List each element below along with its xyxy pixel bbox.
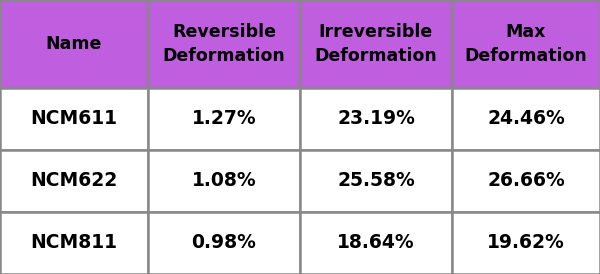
Text: Max
Deformation: Max Deformation (464, 23, 587, 65)
Text: 1.08%: 1.08% (191, 172, 256, 190)
Bar (148, 88, 300, 150)
Bar (300, 0, 452, 88)
Text: NCM811: NCM811 (31, 233, 118, 253)
Text: Reversible
Deformation: Reversible Deformation (163, 23, 286, 65)
Text: NCM622: NCM622 (31, 172, 118, 190)
Bar (452, 0, 600, 88)
Text: 23.19%: 23.19% (337, 110, 415, 129)
Text: 1.27%: 1.27% (191, 110, 256, 129)
Bar (452, 150, 600, 212)
Bar (0, 0, 148, 88)
Bar (300, 212, 452, 274)
Bar (452, 212, 600, 274)
Bar (148, 150, 300, 212)
Text: 24.46%: 24.46% (487, 110, 565, 129)
Text: 0.98%: 0.98% (191, 233, 256, 253)
Bar (452, 88, 600, 150)
Text: Name: Name (46, 35, 102, 53)
Bar (148, 0, 300, 88)
Text: 26.66%: 26.66% (487, 172, 565, 190)
Bar (300, 150, 452, 212)
Text: Irreversible
Deformation: Irreversible Deformation (314, 23, 437, 65)
Bar (0, 88, 148, 150)
Bar (0, 150, 148, 212)
Text: 18.64%: 18.64% (337, 233, 415, 253)
Text: NCM611: NCM611 (31, 110, 118, 129)
Bar (300, 88, 452, 150)
Bar (148, 212, 300, 274)
Text: 19.62%: 19.62% (487, 233, 565, 253)
Text: 25.58%: 25.58% (337, 172, 415, 190)
Bar (0, 212, 148, 274)
